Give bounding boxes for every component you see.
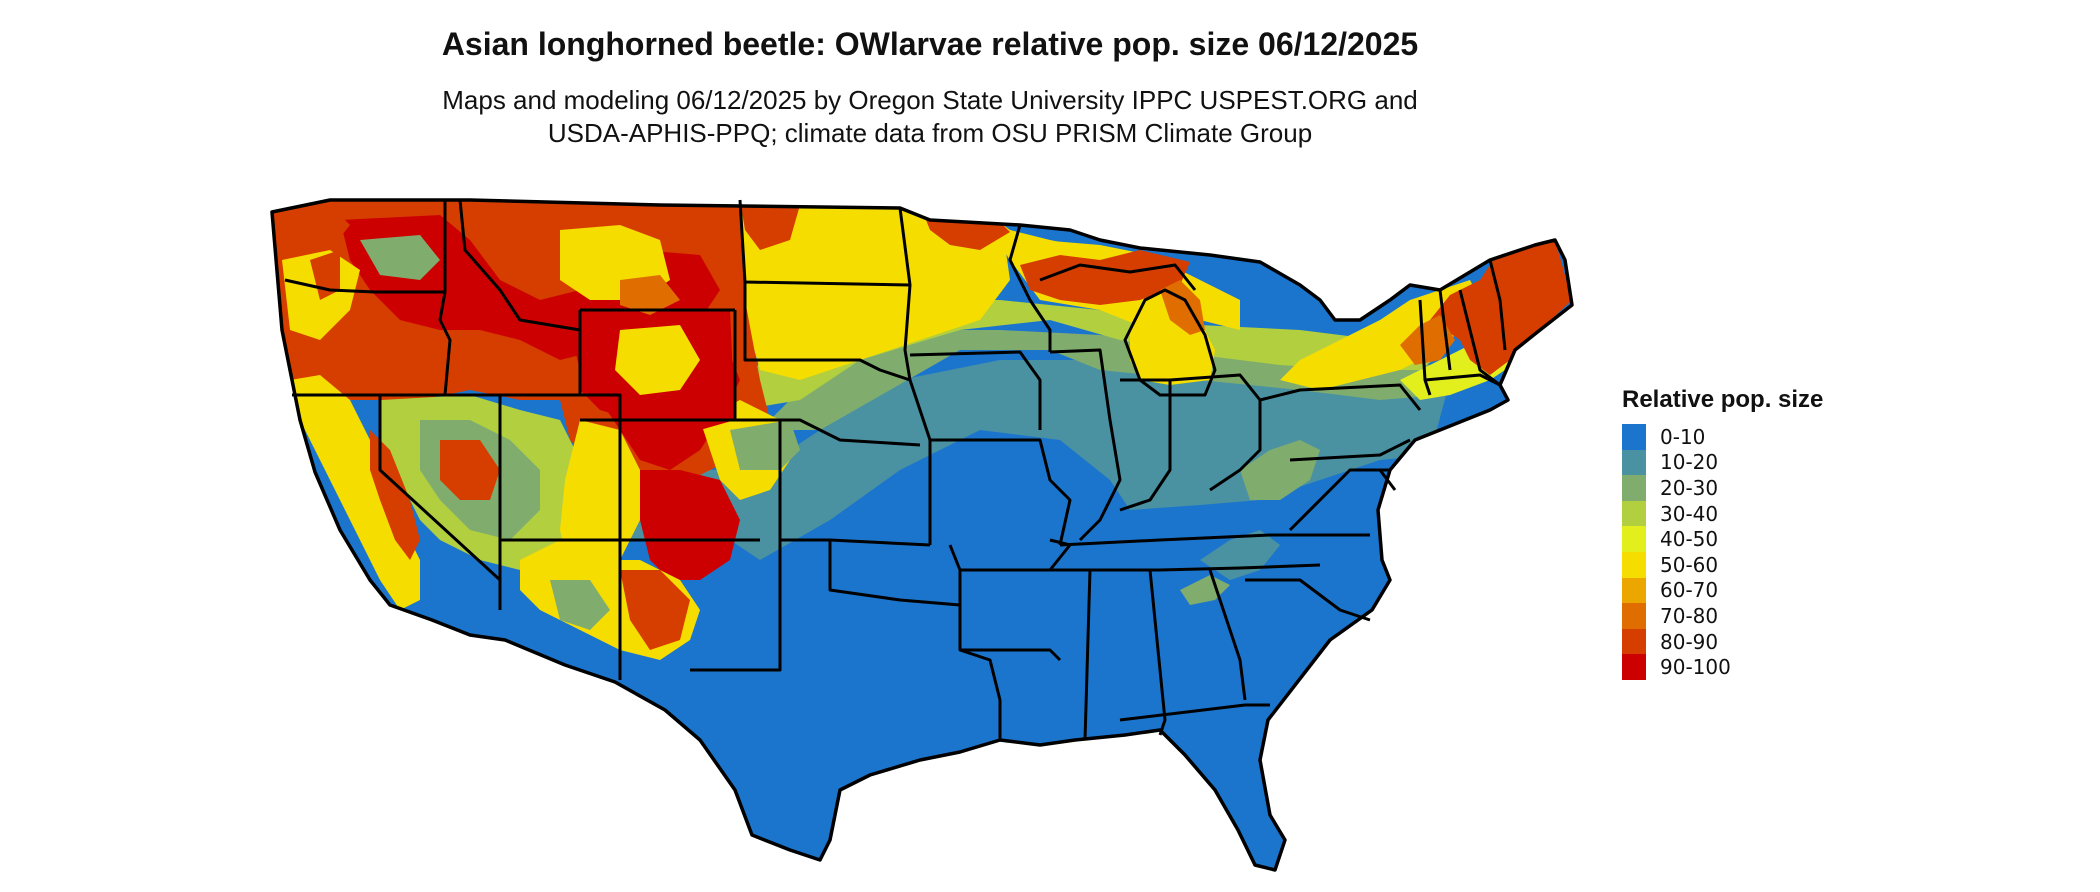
legend-label: 40-50 — [1660, 527, 1719, 552]
legend-item: 70-80 — [1622, 603, 1823, 629]
legend-item: 60-70 — [1622, 577, 1823, 604]
map-title: Asian longhorned beetle: OWlarvae relati… — [441, 26, 1419, 62]
legend-label: 50-60 — [1660, 552, 1719, 577]
legend-label: 80-90 — [1660, 629, 1719, 654]
legend-label: 90-100 — [1660, 655, 1731, 680]
legend-swatch — [1622, 628, 1646, 655]
legend-swatch — [1622, 526, 1646, 552]
legend-item: 90-100 — [1622, 654, 1823, 680]
map-legend: Relative pop. size 0-10 10-20 20-30 30-4… — [1622, 386, 1823, 680]
legend-item: 50-60 — [1622, 551, 1823, 578]
legend-swatch — [1622, 500, 1646, 527]
legend-label: 10-20 — [1660, 450, 1719, 475]
subtitle-line-2: USDA-APHIS-PPQ; climate data from OSU PR… — [547, 118, 1313, 148]
legend-swatch — [1622, 551, 1646, 578]
legend-label: 20-30 — [1660, 475, 1719, 500]
legend-swatch — [1622, 603, 1646, 629]
subtitle-line-1: Maps and modeling 06/12/2025 by Oregon S… — [442, 85, 1418, 115]
state-boundaries — [270, 198, 1574, 872]
legend-swatch — [1622, 449, 1646, 476]
legend-item: 40-50 — [1622, 526, 1823, 552]
legend-label: 70-80 — [1660, 603, 1719, 628]
legend-swatch — [1622, 654, 1646, 680]
legend-title: Relative pop. size — [1622, 386, 1824, 413]
legend-label: 0-10 — [1660, 424, 1706, 449]
legend-item: 20-30 — [1622, 475, 1823, 501]
legend-item: 10-20 — [1622, 449, 1823, 476]
legend-swatch — [1622, 577, 1646, 604]
legend-label: 30-40 — [1660, 501, 1719, 526]
legend-item: 30-40 — [1622, 500, 1823, 527]
legend-label: 60-70 — [1660, 578, 1719, 603]
legend-item: 0-10 — [1622, 424, 1823, 450]
legend-swatch — [1622, 475, 1646, 501]
legend-swatch — [1622, 424, 1646, 450]
map-subtitle: Maps and modeling 06/12/2025 by Oregon S… — [0, 84, 1860, 150]
legend-item: 80-90 — [1622, 628, 1823, 655]
